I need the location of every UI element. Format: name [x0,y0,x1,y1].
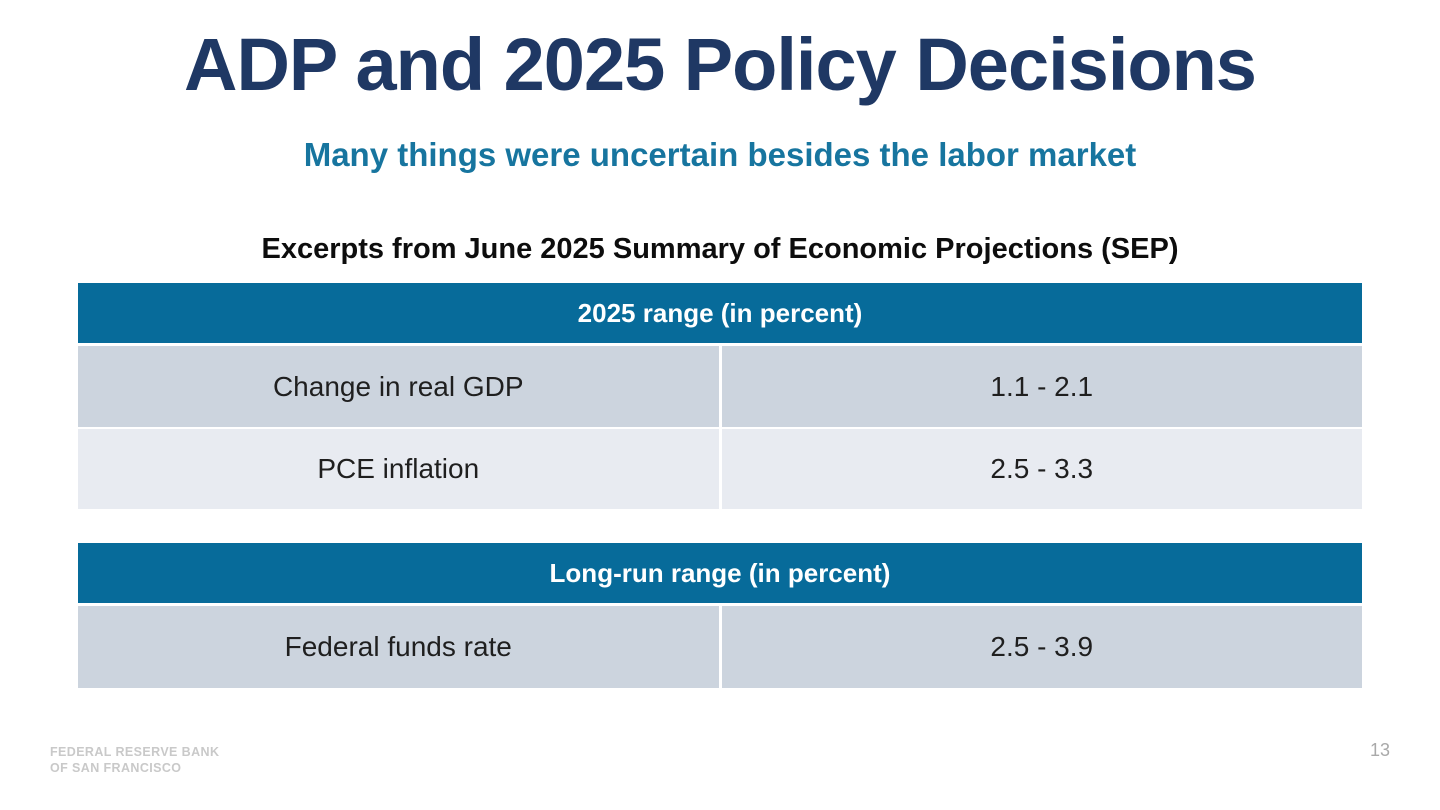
table-body: Change in real GDP 1.1 - 2.1 PCE inflati… [78,346,1362,509]
table-row-label-pce: PCE inflation [78,429,719,509]
table-row-label-ffr: Federal funds rate [78,606,719,688]
sep-long-run-table: Long-run range (in percent) Federal fund… [78,543,1362,688]
frbsf-logo-text: Federal Reserve Bank of San Francisco [50,744,219,777]
table-caption: Excerpts from June 2025 Summary of Econo… [261,233,1179,265]
table-header-2025-range: 2025 range (in percent) [78,283,1362,346]
table-body: Federal funds rate 2.5 - 3.9 [78,606,1362,688]
slide-subtitle: Many things were uncertain besides the l… [303,136,1137,173]
footer-line-1: Federal Reserve Bank [50,745,220,759]
table-row-value-gdp: 1.1 - 2.1 [721,346,1362,427]
footer-line-2: of San Francisco [50,761,182,776]
page-number: 13 [1369,740,1390,760]
table-row-value-ffr: 2.5 - 3.9 [721,606,1362,688]
sep-2025-range-table: 2025 range (in percent) Change in real G… [78,283,1362,509]
table-header-long-run: Long-run range (in percent) [78,543,1362,606]
table-row-label-gdp: Change in real GDP [78,346,719,427]
slide-title: ADP and 2025 Policy Decisions [184,23,1257,106]
table-row-value-pce: 2.5 - 3.3 [721,429,1362,509]
